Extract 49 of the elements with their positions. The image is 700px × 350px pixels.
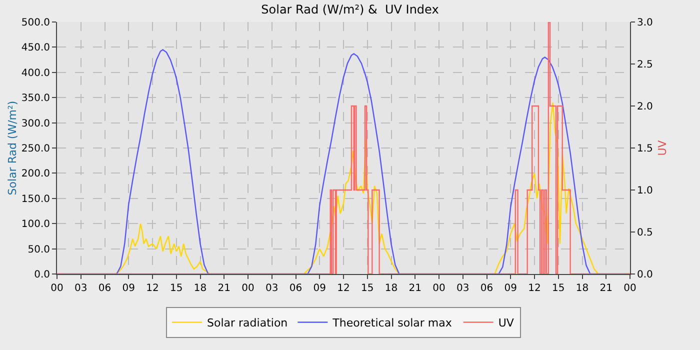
y2-tick-label: 0.5 [637,228,653,238]
y-tick-label: 500.0 [21,18,50,28]
y-tick-label: 150.0 [21,194,50,205]
x-tick-label: 09 [122,283,135,294]
y2-tick-label: 3.0 [637,18,653,28]
y2-tick-label: 0.0 [637,270,653,280]
x-tick-label: 12 [528,283,541,294]
x-tick-label: 06 [98,283,112,294]
x-tick-label: 00 [242,283,254,294]
x-tick-label: 00 [50,283,64,294]
x-tick-label: 06 [289,283,302,294]
x-tick-label: 09 [313,283,326,294]
y-tick-label: 200.0 [21,168,50,180]
y-tick-label: 0.0 [34,270,50,280]
y-axis-title: Solar Rad (W/m²) [6,100,20,196]
y-tick-label: 450.0 [21,42,50,54]
legend-label: UV [498,316,514,330]
x-tick-label: 15 [170,283,183,294]
x-tick-label: 15 [552,283,565,294]
y-tick-label: 50.0 [28,244,50,256]
x-tick-label: 06 [480,283,494,294]
x-tick-label: 03 [74,283,88,294]
y2-tick-label: 1.0 [637,186,653,196]
x-tick-label: 03 [266,283,278,294]
y-tick-label: 300.0 [21,118,50,130]
y-tick-label: 350.0 [21,93,50,104]
x-tick-label: 12 [337,283,350,294]
legend-label: Theoretical solar max [332,316,452,330]
x-tick-label: 09 [504,283,517,294]
x-tick-label: 21 [600,283,612,294]
y-tick-label: 100.0 [21,219,50,230]
x-tick-label: 00 [432,283,446,294]
x-tick-label: 18 [384,283,398,294]
y2-tick-label: 1.5 [637,144,653,154]
y2-tick-label: 2.0 [637,102,653,112]
y2-axis-title: UV [656,140,670,156]
x-tick-label: 00 [624,283,636,294]
x-tick-label: 12 [146,283,159,294]
x-tick-label: 18 [576,283,589,294]
x-tick-label: 18 [194,283,207,294]
y-tick-label: 400.0 [21,68,50,79]
y2-tick-label: 2.5 [637,60,653,70]
x-tick-label: 21 [218,283,230,294]
x-tick-label: 03 [456,283,470,294]
y-tick-label: 250.0 [21,144,50,154]
x-tick-label: 21 [408,283,422,294]
x-tick-label: 15 [361,283,374,294]
legend-label: Solar radiation [207,316,288,330]
chart-title: Solar Rad (W/m²) & UV Index [261,2,439,17]
